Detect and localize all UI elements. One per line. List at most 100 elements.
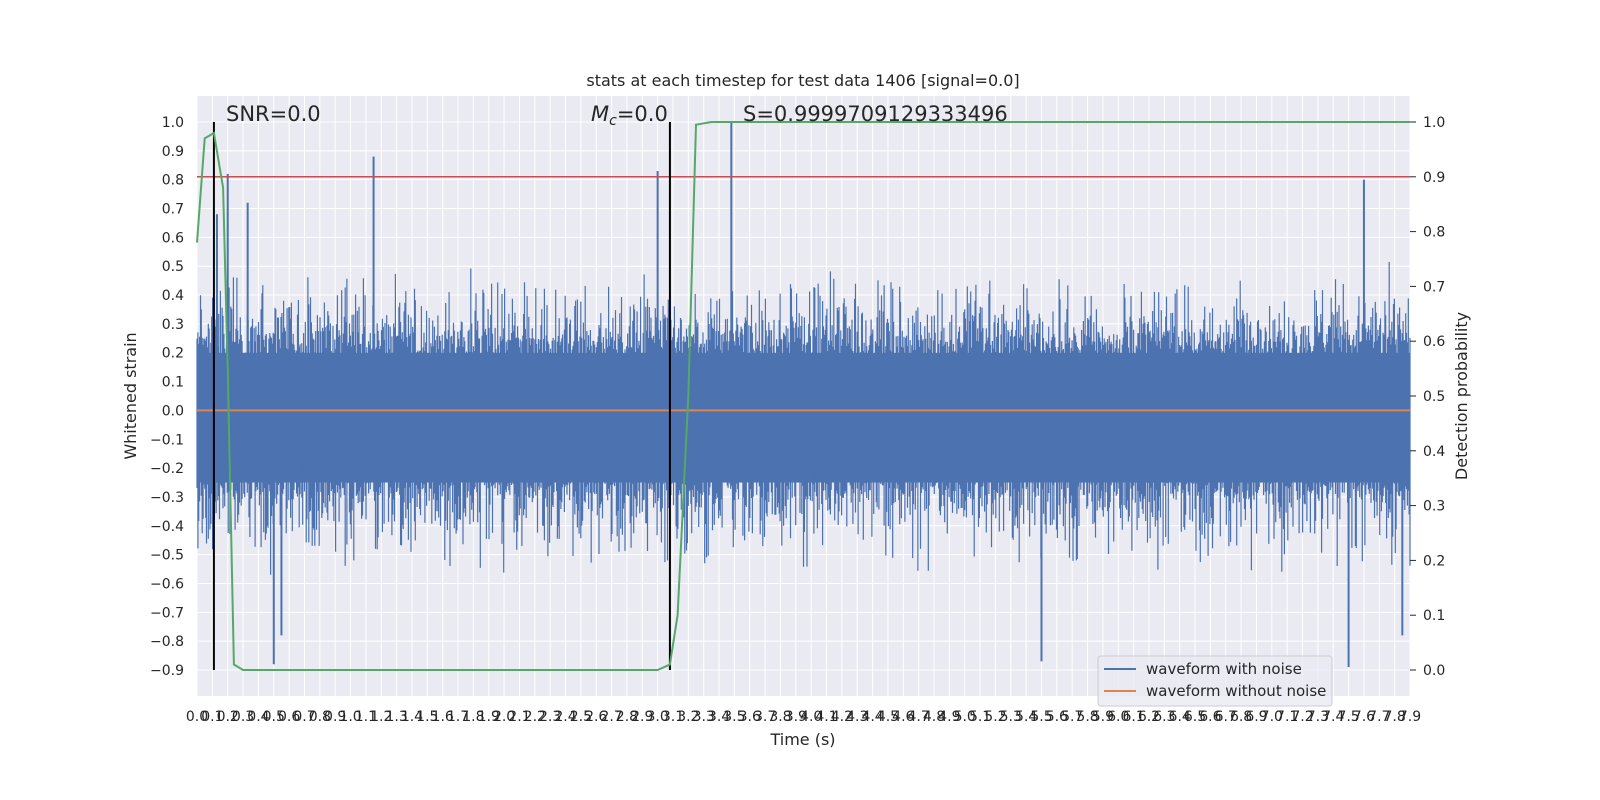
x-tick-label: 4.2 [831, 709, 853, 725]
y-tick-label: 0.3 [162, 317, 184, 333]
x-tick-label: 5.0 [954, 709, 976, 725]
x-tick-label: 7.8 [1384, 709, 1406, 725]
x-tick-label: 4.6 [892, 709, 914, 725]
x-tick-label: 6.3 [1153, 709, 1175, 725]
x-tick-label: 3.3 [693, 709, 715, 725]
x-tick-label: 1.0 [339, 709, 361, 725]
y2-axis-ticks: 1.0 0.9 0.8 0.7 0.6 0.5 0.4 0.3 0.2 0.1 0.0 [1410, 115, 1445, 679]
x-tick-label: 1.3 [385, 709, 407, 725]
x-tick-label: 0.9 [324, 709, 346, 725]
y-axis-label: Whitened strain [121, 332, 140, 459]
x-axis-ticks: 0.00.10.20.30.40.50.60.70.80.91.01.11.21… [186, 709, 1421, 725]
x-tick-label: 3.9 [785, 709, 807, 725]
y2-tick-label: 0.6 [1423, 334, 1445, 350]
x-tick-label: 2.0 [493, 709, 515, 725]
y-tick-label: −0.7 [150, 605, 184, 621]
y-tick-label: 1.0 [162, 115, 184, 131]
x-axis-label: Time (s) [769, 730, 835, 749]
x-tick-label: 3.7 [754, 709, 776, 725]
x-tick-label: 0.1 [201, 709, 223, 725]
x-tick-label: 4.5 [877, 709, 899, 725]
y-axis-ticks: 1.0 0.9 0.8 0.7 0.6 0.5 0.4 0.3 0.2 0.1 0.0 −0.1 −0.… [150, 115, 184, 679]
x-tick-label: 7.9 [1399, 709, 1421, 725]
x-tick-label: 7.2 [1291, 709, 1313, 725]
waveform-with-noise-series [196, 122, 1411, 668]
x-tick-label: 3.2 [677, 709, 699, 725]
x-tick-label: 1.6 [432, 709, 454, 725]
x-tick-label: 0.6 [278, 709, 300, 725]
s-annotation: S=0.9999709129333496 [743, 102, 1008, 126]
x-tick-label: 0.2 [217, 709, 239, 725]
y2-tick-label: 0.0 [1423, 663, 1445, 679]
x-tick-label: 0.8 [309, 709, 331, 725]
x-tick-label: 5.8 [1076, 709, 1098, 725]
x-tick-label: 2.2 [524, 709, 546, 725]
x-tick-label: 3.4 [708, 709, 730, 725]
legend-label-noise: waveform with noise [1146, 660, 1302, 678]
x-tick-label: 1.5 [416, 709, 438, 725]
x-tick-label: 3.6 [739, 709, 761, 725]
x-tick-label: 6.9 [1245, 709, 1267, 725]
x-tick-label: 6.8 [1230, 709, 1252, 725]
y-tick-label: −0.8 [150, 634, 184, 650]
x-tick-label: 4.3 [846, 709, 868, 725]
x-tick-label: 5.2 [984, 709, 1006, 725]
x-tick-label: 1.4 [401, 709, 423, 725]
x-tick-label: 1.7 [447, 709, 469, 725]
y-tick-label: 0.7 [162, 202, 184, 218]
x-tick-label: 1.9 [478, 709, 500, 725]
legend: waveform with noise waveform without noi… [1097, 655, 1333, 707]
y2-axis-label: Detection probability [1452, 312, 1471, 480]
x-tick-label: 2.7 [600, 709, 622, 725]
y-tick-label: −0.4 [150, 519, 184, 535]
y2-tick-label: 0.2 [1423, 553, 1445, 569]
x-tick-label: 2.4 [554, 709, 576, 725]
x-tick-label: 4.1 [815, 709, 837, 725]
x-tick-label: 5.5 [1030, 709, 1052, 725]
x-tick-label: 6.4 [1169, 709, 1191, 725]
x-tick-label: 4.8 [923, 709, 945, 725]
x-tick-label: 2.9 [631, 709, 653, 725]
y-tick-label: −0.9 [150, 663, 184, 679]
x-tick-label: 1.2 [370, 709, 392, 725]
x-tick-label: 0.0 [186, 709, 208, 725]
chart-title: stats at each timestep for test data 140… [586, 71, 1019, 90]
y2-tick-label: 1.0 [1423, 115, 1445, 131]
x-tick-label: 1.1 [355, 709, 377, 725]
legend-label-clean: waveform without noise [1146, 682, 1326, 700]
x-tick-label: 2.6 [585, 709, 607, 725]
y-tick-label: 0.6 [162, 230, 184, 246]
x-tick-label: 7.4 [1322, 709, 1344, 725]
noise-waveform [196, 262, 1411, 575]
y2-tick-label: 0.3 [1423, 499, 1445, 515]
x-tick-label: 3.1 [662, 709, 684, 725]
x-tick-label: 4.9 [938, 709, 960, 725]
x-tick-label: 5.6 [1046, 709, 1068, 725]
snr-annotation: SNR=0.0 [226, 102, 321, 126]
x-tick-label: 0.5 [263, 709, 285, 725]
x-tick-label: 5.7 [1061, 709, 1083, 725]
y2-tick-label: 0.9 [1423, 170, 1445, 186]
y-tick-label: 0.8 [162, 173, 184, 189]
y-tick-label: −0.5 [150, 548, 184, 564]
y2-tick-label: 0.7 [1423, 279, 1445, 295]
overlay-lines [196, 121, 1410, 671]
y-tick-label: 0.5 [162, 259, 184, 275]
x-tick-label: 1.8 [462, 709, 484, 725]
x-tick-label: 5.1 [969, 709, 991, 725]
y-tick-label: 0.4 [162, 288, 184, 304]
legend-box [1097, 655, 1333, 707]
mc-symbol: M [591, 102, 609, 126]
x-tick-label: 7.5 [1337, 709, 1359, 725]
x-tick-label: 0.4 [247, 709, 269, 725]
x-tick-label: 5.9 [1092, 709, 1114, 725]
y-tick-label: 0.9 [162, 144, 184, 160]
x-tick-label: 3.0 [647, 709, 669, 725]
mc-subscript: c [609, 113, 617, 129]
y2-tick-label: 0.4 [1423, 444, 1445, 460]
y-tick-label: 0.0 [162, 403, 184, 419]
y-tick-label: −0.1 [150, 432, 184, 448]
x-tick-label: 3.5 [723, 709, 745, 725]
x-tick-label: 6.5 [1184, 709, 1206, 725]
